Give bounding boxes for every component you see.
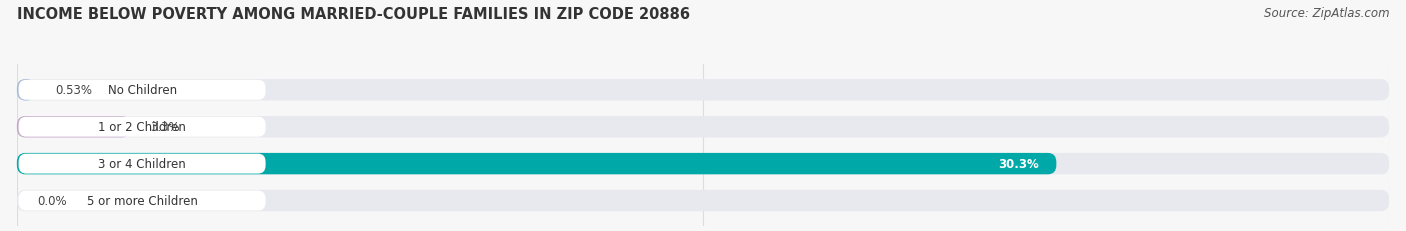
Text: INCOME BELOW POVERTY AMONG MARRIED-COUPLE FAMILIES IN ZIP CODE 20886: INCOME BELOW POVERTY AMONG MARRIED-COUPL… [17,7,690,22]
Text: 30.3%: 30.3% [998,158,1039,170]
Text: 0.53%: 0.53% [56,84,93,97]
FancyBboxPatch shape [18,117,266,137]
FancyBboxPatch shape [17,153,1056,175]
FancyBboxPatch shape [17,116,1389,138]
FancyBboxPatch shape [17,190,1389,211]
Text: Source: ZipAtlas.com: Source: ZipAtlas.com [1264,7,1389,20]
Text: 0.0%: 0.0% [38,194,67,207]
FancyBboxPatch shape [17,153,1389,175]
Text: 1 or 2 Children: 1 or 2 Children [98,121,186,134]
FancyBboxPatch shape [17,80,35,101]
FancyBboxPatch shape [18,154,266,174]
FancyBboxPatch shape [18,80,266,100]
FancyBboxPatch shape [18,191,266,211]
Text: 5 or more Children: 5 or more Children [87,194,197,207]
FancyBboxPatch shape [17,116,131,138]
FancyBboxPatch shape [17,80,1389,101]
Text: 3 or 4 Children: 3 or 4 Children [98,158,186,170]
Text: 3.3%: 3.3% [150,121,180,134]
Text: No Children: No Children [107,84,177,97]
